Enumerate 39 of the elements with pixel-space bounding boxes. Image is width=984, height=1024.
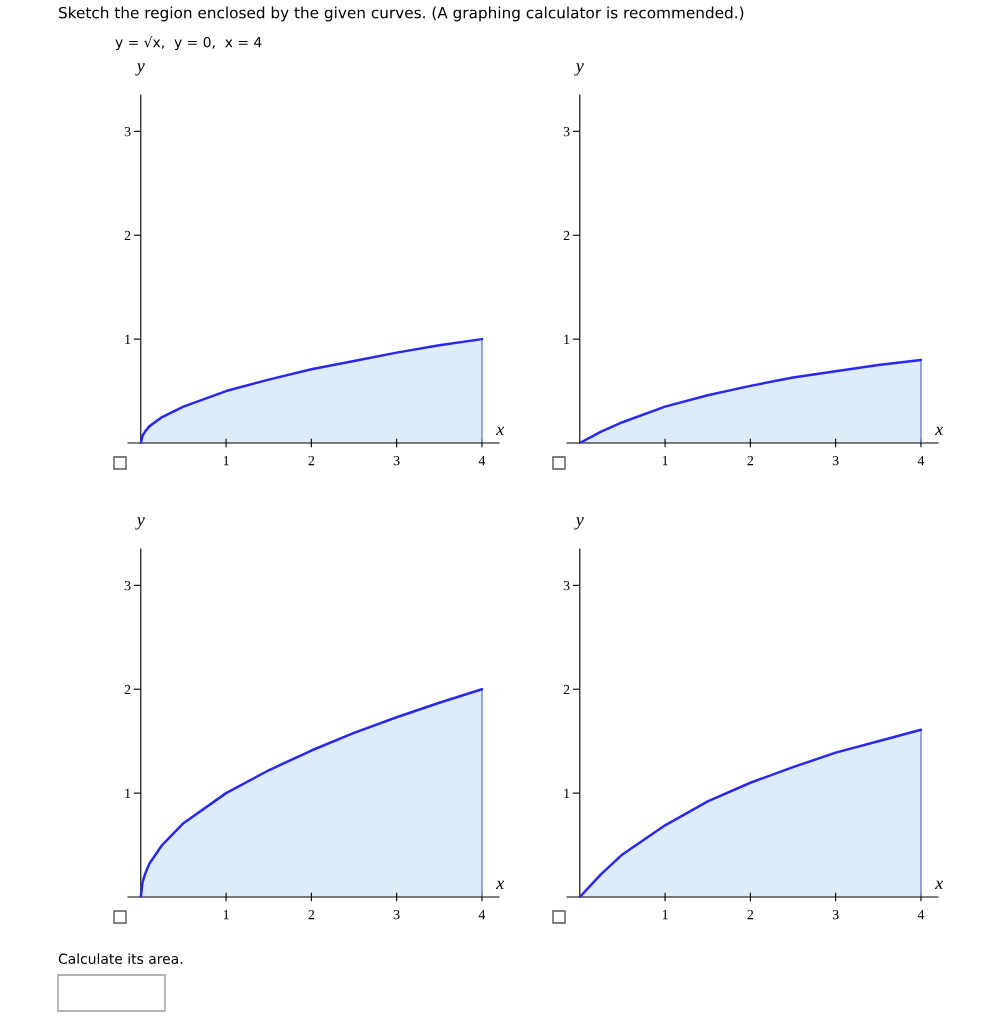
y-tick-label: 1 [125, 334, 131, 344]
x-tick-label: 2 [308, 455, 315, 466]
y-tick-label: 2 [563, 684, 570, 695]
x-axis-title: x [935, 426, 944, 435]
x-axis-title: x [496, 426, 505, 435]
x-tick-label: 3 [393, 455, 400, 466]
y-tick-label: 1 [564, 788, 570, 798]
text: Calculate its area. [58, 953, 183, 965]
y-tick-label: 1 [125, 788, 131, 798]
x-tick-label: 2 [747, 455, 754, 466]
chart-subtitle: y = √x, y = 0, x = 4 [115, 35, 262, 51]
x-tick-label: 2 [747, 909, 754, 920]
x-tick-label: 3 [832, 455, 839, 466]
x-tick-label: 4 [478, 455, 486, 466]
y-axis-title: y [574, 517, 584, 530]
y-tick-label: 1 [564, 334, 570, 344]
x-tick-label: 1 [223, 455, 229, 466]
x-tick-label: 4 [478, 909, 486, 920]
y-tick-label: 2 [563, 230, 570, 241]
x-tick-label: 1 [223, 909, 229, 920]
y-tick-label: 3 [124, 126, 131, 137]
y-tick-label: 3 [124, 580, 131, 591]
x-tick-label: 4 [917, 909, 925, 920]
y-axis-title: y [574, 63, 584, 76]
y-tick-label: 3 [563, 126, 570, 137]
x-tick-label: 3 [832, 909, 839, 920]
x-tick-label: 1 [662, 455, 668, 466]
y-axis-title: y [135, 63, 145, 76]
chart-title: Sketch the region enclosed by the given curves. (A graphing calculator is recommended.) [59, 6, 744, 22]
x-tick-label: 2 [308, 909, 315, 920]
x-axis-title: x [935, 880, 944, 889]
y-tick-label: 2 [124, 230, 131, 241]
x-tick-label: 3 [393, 909, 400, 920]
x-tick-label: 1 [662, 909, 668, 920]
y-tick-label: 3 [563, 580, 570, 591]
y-axis-title: y [135, 517, 145, 530]
x-axis-title: x [496, 880, 505, 889]
y-tick-label: 2 [124, 684, 131, 695]
x-tick-label: 4 [917, 455, 925, 466]
